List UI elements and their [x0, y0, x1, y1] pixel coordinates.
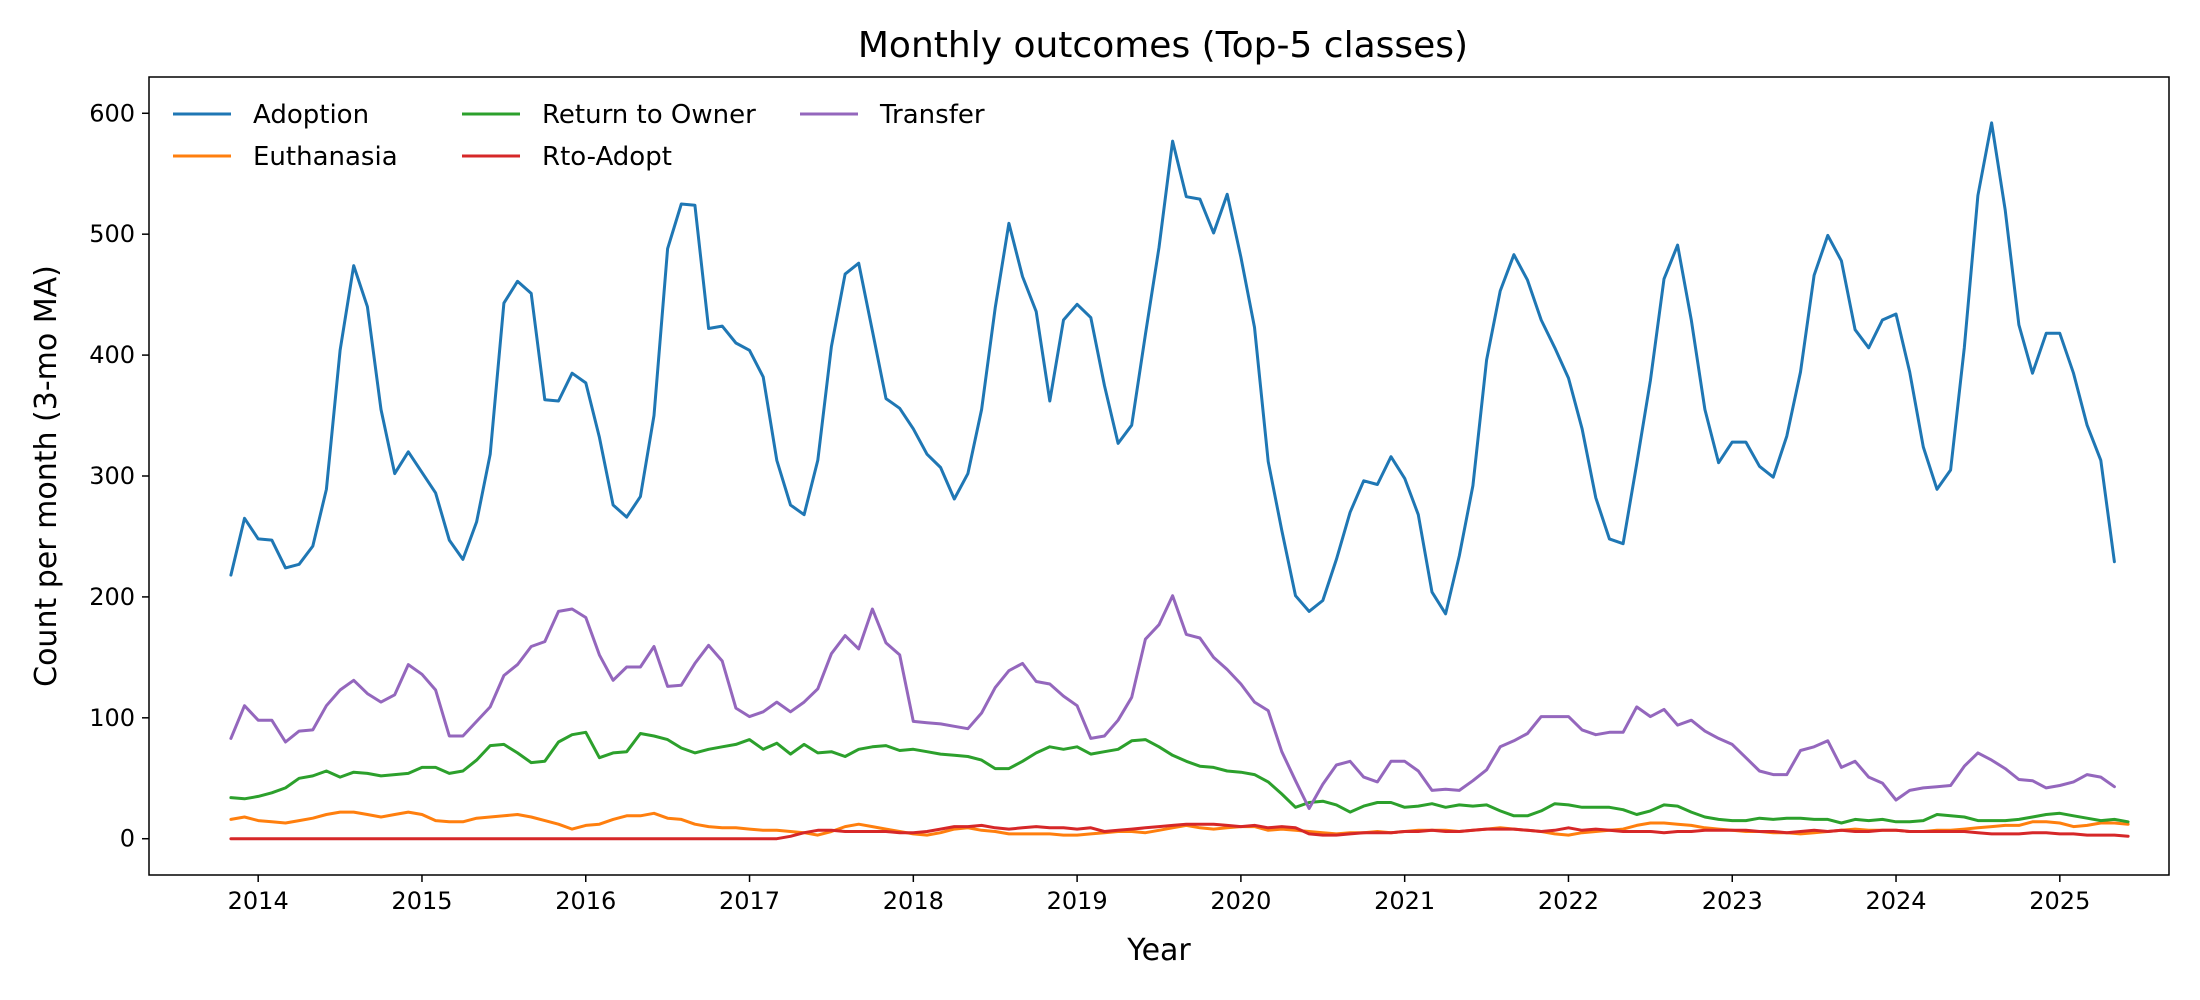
x-tick-label: 2016 — [555, 887, 616, 915]
legend-label: Adoption — [253, 100, 369, 130]
series-line-adoption — [229, 121, 2116, 616]
series-line-rto-adopt — [229, 822, 2130, 841]
legend-item-transfer: Transfer — [800, 100, 985, 130]
x-tick-label: 2025 — [2029, 887, 2090, 915]
chart-title: Monthly outcomes (Top-5 classes) — [858, 25, 1468, 66]
x-tick-label: 2019 — [1047, 887, 1108, 915]
x-tick-label: 2020 — [1210, 887, 1271, 915]
series-line-return-to-owner — [229, 730, 2130, 825]
y-tick-label: 200 — [89, 583, 135, 611]
legend-label: Transfer — [879, 100, 985, 130]
y-axis-label: Count per month (3-mo MA) — [29, 265, 64, 687]
x-tick-label: 2014 — [228, 887, 289, 915]
y-axis: 0 100 200 300 400 500 600 — [89, 99, 149, 853]
series-layer — [229, 121, 2130, 841]
series-line-transfer — [229, 594, 2116, 810]
legend: Adoption Euthanasia Return to Owner Rto-Ado… — [173, 100, 985, 172]
x-axis: 2014 2015 2016 2017 2018 2019 2020 2021 2022 2023… — [228, 875, 2090, 915]
x-tick-label: 2018 — [883, 887, 944, 915]
legend-label: Euthanasia — [253, 142, 398, 172]
x-tick-label: 2021 — [1374, 887, 1435, 915]
x-tick-label: 2023 — [1702, 887, 1763, 915]
legend-label: Return to Owner — [542, 100, 756, 130]
legend-item-rto-adopt: Rto-Adopt — [462, 142, 672, 172]
y-tick-label: 600 — [89, 99, 135, 127]
y-tick-label: 100 — [89, 704, 135, 732]
x-tick-label: 2024 — [1865, 887, 1926, 915]
legend-item-return-to-owner: Return to Owner — [462, 100, 756, 130]
y-tick-label: 300 — [89, 462, 135, 490]
x-axis-label: Year — [1126, 933, 1191, 968]
y-tick-label: 0 — [120, 825, 135, 853]
legend-item-adoption: Adoption — [173, 100, 369, 130]
legend-label: Rto-Adopt — [542, 142, 672, 172]
legend-item-euthanasia: Euthanasia — [173, 142, 398, 172]
y-tick-label: 500 — [89, 220, 135, 248]
series-line-euthanasia — [229, 810, 2130, 837]
x-tick-label: 2022 — [1538, 887, 1599, 915]
y-tick-label: 400 — [89, 341, 135, 369]
x-tick-label: 2015 — [391, 887, 452, 915]
x-tick-label: 2017 — [719, 887, 780, 915]
